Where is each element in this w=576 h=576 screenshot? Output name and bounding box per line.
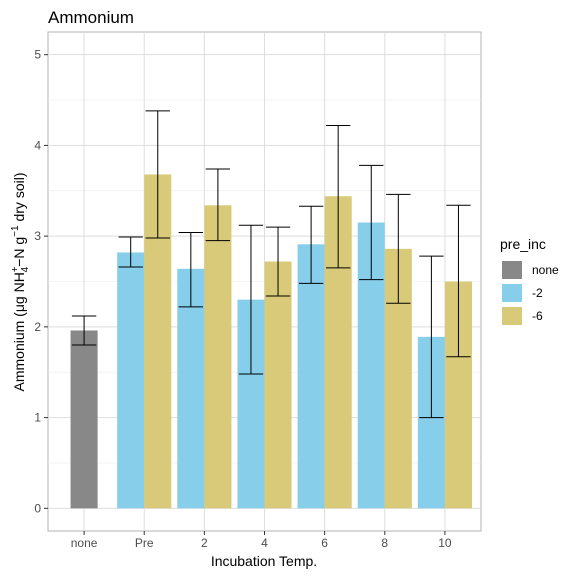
y-tick-label: 0: [34, 501, 41, 515]
y-tick-label: 4: [34, 138, 41, 152]
y-tick-label: 3: [34, 229, 41, 243]
bar--2-Pre: [117, 252, 145, 509]
y-axis-title-tail: dry soil): [11, 173, 27, 226]
bar--6-2: [204, 205, 232, 509]
legend-label: none: [532, 263, 559, 277]
y-tick-label: 2: [34, 320, 41, 334]
y-axis-title-sub1: 4: [20, 266, 31, 272]
x-tick-label: 2: [201, 536, 208, 550]
y-axis-title-sup1: +: [10, 266, 21, 272]
legend-key--2: [502, 284, 522, 302]
bars-layer: [70, 174, 472, 509]
bar--2-6: [297, 244, 325, 509]
legend-title: pre_inc: [500, 236, 546, 252]
x-tick-label: 4: [261, 536, 268, 550]
y-axis-title: Ammonium (μg NH+4−N g−1 dry soil): [10, 173, 31, 392]
legend-key--6: [502, 307, 522, 325]
x-tick-label: none: [71, 536, 98, 550]
legend-key-none: [502, 261, 522, 279]
legend-label: -2: [532, 286, 543, 300]
bar--2-2: [177, 268, 205, 509]
bar--6-4: [264, 261, 292, 509]
x-axis-ticks: none Pre 2 4 6 8 10: [71, 531, 452, 550]
x-tick-label: Pre: [135, 536, 154, 550]
y-axis-title-mid: −N g: [11, 237, 27, 267]
x-axis-title: Incubation Temp.: [211, 553, 317, 569]
y-tick-label: 1: [34, 411, 41, 425]
chart-title: Ammonium: [48, 8, 134, 27]
y-axis-title-sup2: −1: [10, 225, 21, 237]
bar-none-none: [70, 330, 98, 509]
legend: pre_inc none -2 -6: [500, 236, 559, 325]
x-tick-label: 6: [321, 536, 328, 550]
error-bars-layer: [71, 110, 471, 419]
x-tick-label: 10: [438, 536, 452, 550]
y-tick-label: 5: [34, 48, 41, 62]
y-axis-ticks: 0 1 2 3 4 5: [34, 48, 48, 515]
legend-label: -6: [532, 309, 543, 323]
x-tick-label: 8: [381, 536, 388, 550]
y-axis-title-main: Ammonium (μg NH: [11, 272, 27, 391]
